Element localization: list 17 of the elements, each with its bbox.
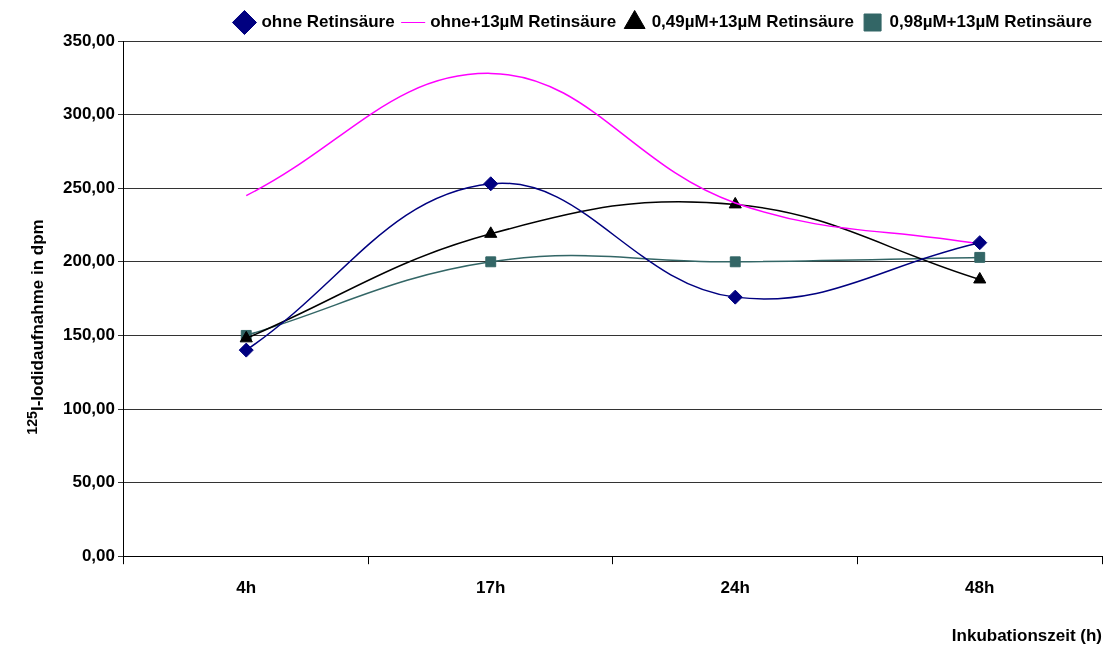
x-axis-title: Inkubationszeit (h)	[951, 626, 1102, 646]
y-tick-label: 150,00	[63, 325, 115, 345]
y-tick-label: 100,00	[63, 398, 115, 418]
x-tick-label: 24h	[720, 578, 750, 598]
y-tick-label: 200,00	[63, 251, 115, 271]
legend-label: 0,49µM+13µM Retinsäure	[651, 12, 855, 32]
legend-label: 0,98µM+13µM Retinsäure	[889, 12, 1093, 32]
y-tick-label: 250,00	[63, 177, 115, 197]
legend-label: ohne+13µM Retinsäure	[430, 12, 617, 32]
x-tick-label: 48h	[965, 578, 995, 598]
y-tick-label: 350,00	[63, 30, 115, 50]
x-tick-label: 17h	[476, 578, 506, 598]
legend-label: ohne Retinsäure	[261, 12, 395, 32]
y-tick-label: 0,00	[81, 545, 115, 565]
y-tick-label: 50,00	[72, 472, 115, 492]
y-tick-label: 300,00	[63, 104, 115, 124]
x-tick-label: 4h	[236, 578, 257, 598]
